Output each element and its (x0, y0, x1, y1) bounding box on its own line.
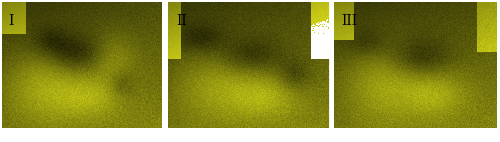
Text: II: II (176, 14, 187, 28)
Text: III: III (341, 14, 357, 28)
Text: I: I (8, 14, 14, 28)
